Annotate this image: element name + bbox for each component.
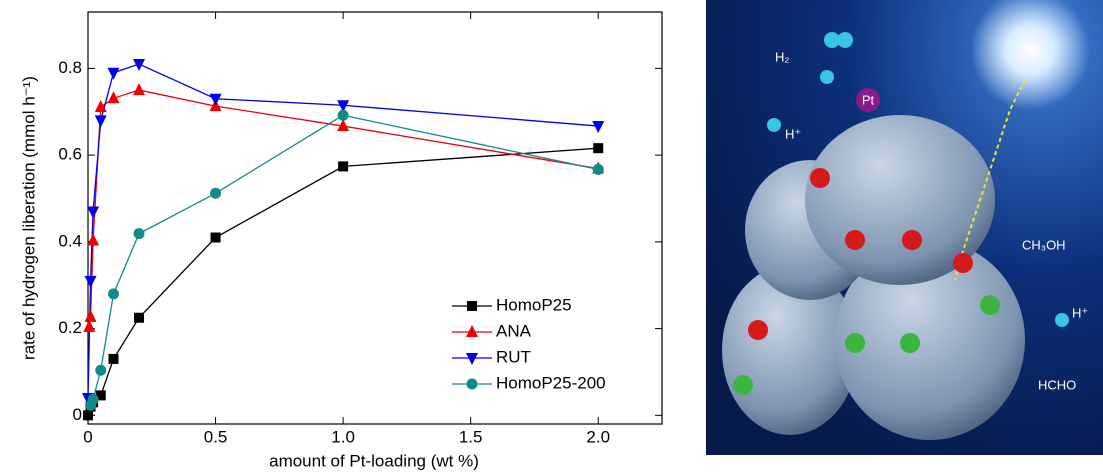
marker [210,187,222,199]
marker [108,288,120,300]
marker [133,59,146,72]
plot-frame [87,11,663,425]
marker [466,378,478,390]
marker [84,309,97,322]
marker [592,121,605,134]
electron [845,230,865,250]
x-tick-label: 0.5 [204,427,228,446]
hole [733,375,753,395]
y-tick-label: 0.2 [58,318,82,337]
marker [94,115,107,128]
marker [87,393,99,405]
marker [87,206,100,219]
marker [108,353,119,364]
marker [107,67,120,80]
particle [835,240,1025,440]
marker [133,228,145,240]
marker [95,364,107,376]
marker [210,232,221,243]
marker [94,99,107,112]
sun [970,0,1090,110]
marker [466,325,478,337]
marker [83,319,96,332]
legend-label: HomoP25 [496,295,572,314]
illustration: H₂ H⁺ Pt CH₃OH H⁺ HCHO [706,0,1103,455]
hole [845,333,865,353]
marker [84,275,97,288]
hole [980,295,1000,315]
proton [767,118,781,132]
proton [1055,313,1069,327]
proton [820,70,834,84]
proton-label: H⁺ [785,126,801,141]
marker [87,233,100,246]
h2-molecule [837,32,853,48]
pt-particle [856,88,880,112]
x-tick-label: 0 [83,427,92,446]
y-tick-label: 0 [73,405,82,424]
electron [953,253,973,273]
marker [209,93,222,106]
y-tick-label: 0.4 [58,231,82,250]
y-tick-label: 0.6 [58,145,82,164]
h2-label: H₂ [775,49,789,64]
h2-molecule [824,32,840,48]
methanol-label: CH₃OH [1022,237,1066,252]
legend-label: HomoP25-200 [496,373,606,392]
marker [133,83,146,96]
x-tick-label: 2.0 [586,427,610,446]
electron [902,230,922,250]
proton-label: H⁺ [1072,305,1088,320]
x-axis-label: amount of Pt-loading (wt %) [269,451,479,470]
marker [337,100,350,113]
y-axis-label: rate of hydrogen liberation (mmol h⁻¹) [19,76,38,360]
marker [95,390,106,401]
marker [107,91,120,104]
electron [748,320,768,340]
pt-label: Pt [862,92,875,107]
marker [593,143,604,154]
particle [722,265,858,435]
marker [337,119,350,132]
x-tick-label: 1.5 [459,427,483,446]
x-tick-label: 1.0 [331,427,355,446]
marker [83,410,93,421]
formaldehyde-label: HCHO [1038,377,1076,392]
y-tick-label: 0.8 [58,58,82,77]
electron [810,168,830,188]
marker [466,353,478,365]
hole [900,333,920,353]
marker [134,312,145,323]
marker [592,163,604,175]
light-wave [954,79,1026,281]
marker [467,301,477,311]
marker [337,109,349,121]
marker [338,161,349,172]
legend-label: ANA [496,321,532,340]
legend-label: RUT [496,347,531,366]
